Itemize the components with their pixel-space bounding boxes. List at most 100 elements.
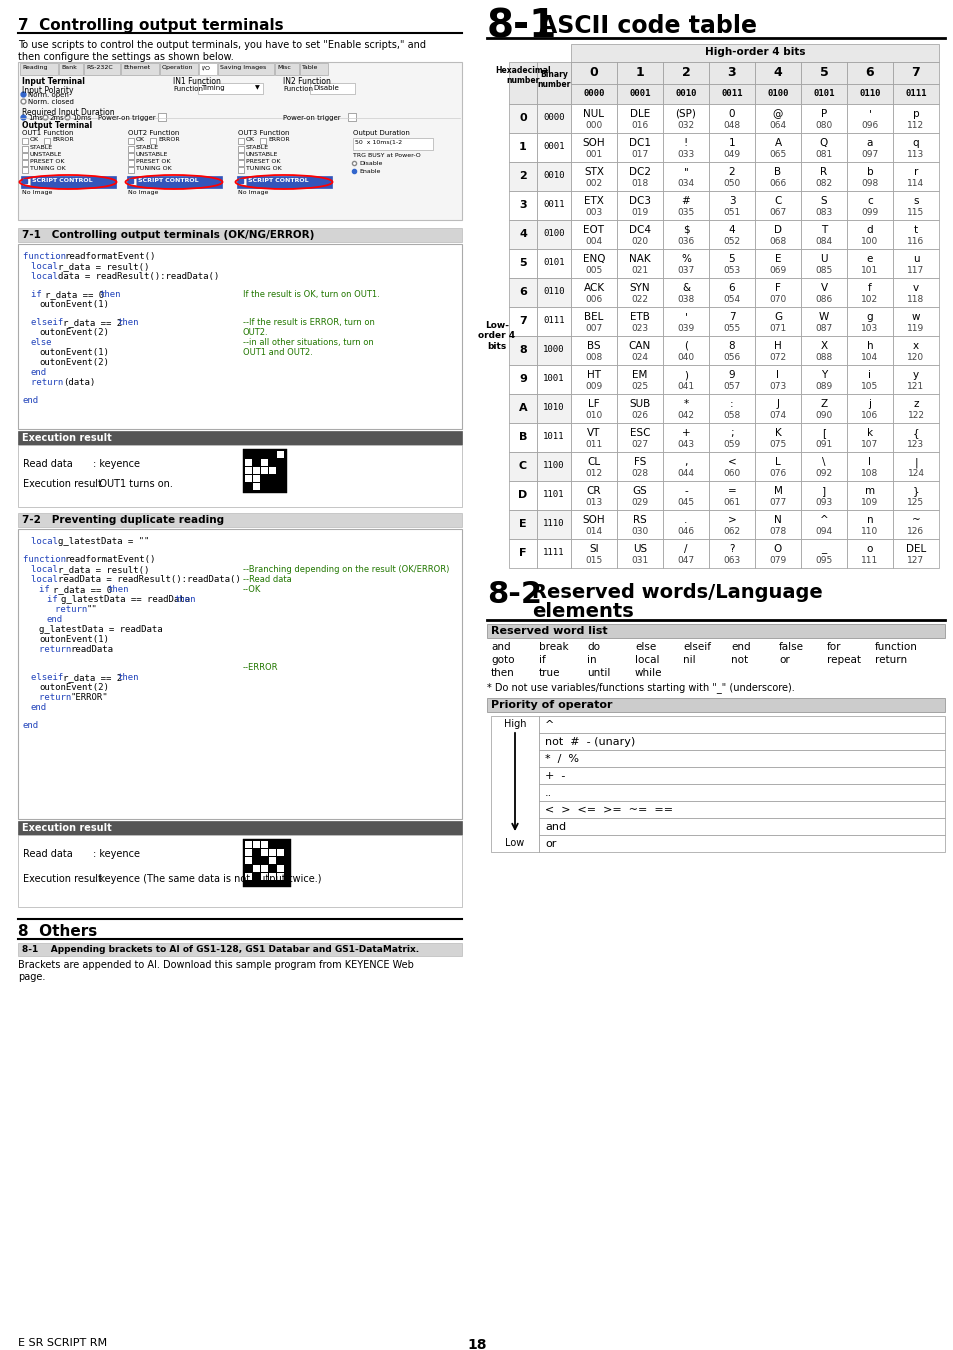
Text: and: and (544, 822, 565, 832)
Text: !: ! (683, 138, 687, 148)
Text: return: return (30, 378, 69, 387)
Bar (801, 248, 846, 278)
Bar (509, 62, 537, 104)
Text: BEL: BEL (583, 312, 603, 323)
Bar (846, 278, 892, 306)
Text: 1100: 1100 (542, 460, 564, 470)
Text: 095: 095 (815, 556, 832, 566)
Bar (708, 336, 754, 364)
Text: 049: 049 (722, 150, 740, 159)
Bar (538, 818, 944, 836)
Bar (261, 849, 268, 856)
Text: or: or (544, 838, 556, 849)
Text: DEL: DEL (905, 544, 925, 554)
Text: true: true (538, 668, 560, 678)
Bar (537, 162, 571, 190)
Bar (276, 873, 284, 880)
Text: -: - (683, 486, 687, 495)
Text: OK: OK (30, 136, 39, 142)
Text: then: then (107, 585, 129, 594)
Text: .: . (683, 514, 687, 525)
Bar (129, 178, 136, 185)
Bar (237, 167, 244, 173)
Text: --Read data: --Read data (243, 575, 292, 585)
Text: Output Terminal: Output Terminal (22, 122, 92, 130)
Text: OK: OK (136, 136, 145, 142)
Text: OUT1 and OUT2.: OUT1 and OUT2. (243, 348, 313, 356)
Text: local: local (30, 537, 63, 545)
Text: 030: 030 (631, 526, 648, 536)
Text: 098: 098 (861, 180, 878, 188)
Text: Low-
order 4
bits: Low- order 4 bits (478, 321, 515, 351)
Text: h: h (865, 342, 872, 351)
Text: outonEvent(2): outonEvent(2) (39, 328, 109, 338)
Bar (18, 513, 461, 526)
Text: ..: .. (544, 788, 552, 798)
Text: 028: 028 (631, 468, 648, 478)
Bar (237, 146, 244, 153)
Text: 007: 007 (585, 324, 602, 333)
Bar (23, 178, 30, 185)
Bar (84, 63, 120, 76)
Text: E: E (774, 254, 781, 265)
Bar (509, 306, 537, 336)
Text: 011: 011 (585, 440, 602, 450)
Text: *: * (682, 400, 688, 409)
Text: 116: 116 (906, 238, 923, 246)
Text: 0111: 0111 (904, 89, 925, 99)
Text: 065: 065 (768, 150, 786, 159)
Text: Function: Function (283, 86, 313, 92)
Bar (571, 104, 617, 134)
Text: s: s (912, 196, 918, 207)
Text: 076: 076 (768, 468, 786, 478)
Bar (892, 104, 938, 134)
Bar (708, 306, 754, 336)
Text: @: @ (772, 109, 782, 119)
Text: U: U (820, 254, 827, 265)
Text: /: / (683, 544, 687, 554)
Text: 5: 5 (728, 254, 735, 265)
Text: 0101: 0101 (542, 258, 564, 267)
Text: 4: 4 (518, 230, 526, 239)
Bar (892, 481, 938, 510)
Text: (data): (data) (63, 378, 95, 387)
Text: end: end (30, 703, 47, 711)
Text: false: false (779, 643, 803, 652)
Bar (269, 857, 275, 864)
Text: Execution result: Execution result (23, 479, 102, 489)
Bar (708, 510, 754, 539)
Bar (509, 336, 537, 364)
Text: Required Input Duration: Required Input Duration (22, 108, 114, 117)
Bar (801, 84, 846, 104)
Text: q: q (912, 138, 919, 148)
Text: Output Duration: Output Duration (353, 130, 410, 136)
Bar (261, 841, 268, 848)
Text: 1111: 1111 (542, 548, 564, 558)
Text: 111: 111 (861, 556, 878, 566)
Text: 056: 056 (722, 352, 740, 362)
Text: 002: 002 (585, 180, 602, 188)
Bar (237, 161, 244, 166)
Text: 043: 043 (677, 440, 694, 450)
Text: F: F (518, 548, 526, 558)
Text: local: local (30, 262, 63, 271)
Text: 042: 042 (677, 410, 694, 420)
Bar (801, 394, 846, 423)
Text: I: I (776, 370, 779, 379)
Text: outonEvent(2): outonEvent(2) (39, 683, 109, 693)
Text: --OK: --OK (243, 585, 261, 594)
Text: k: k (866, 428, 872, 437)
Text: <: < (727, 458, 736, 467)
Text: a: a (866, 138, 872, 148)
Bar (846, 394, 892, 423)
Bar (537, 510, 571, 539)
Bar (801, 336, 846, 364)
Text: EOT: EOT (583, 225, 604, 235)
Bar (509, 394, 537, 423)
Text: return: return (55, 605, 92, 614)
Text: : keyence (The same data is not output twice.): : keyence (The same data is not output t… (92, 873, 321, 884)
Bar (236, 176, 332, 188)
Text: 8-1    Appending brackets to AI of GS1-128, GS1 Databar and GS1-DataMatrix.: 8-1 Appending brackets to AI of GS1-128,… (22, 945, 418, 954)
Text: outonEvent(1): outonEvent(1) (39, 300, 109, 309)
Text: Misc: Misc (276, 65, 291, 70)
